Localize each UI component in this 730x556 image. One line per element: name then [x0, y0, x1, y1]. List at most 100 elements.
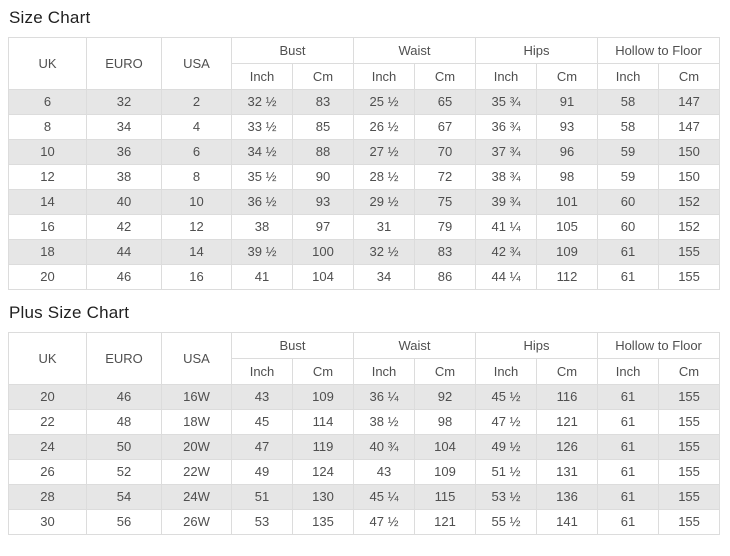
table-cell: 35 ½ — [231, 164, 293, 190]
table-cell: 130 — [291, 484, 355, 510]
table-cell: 83 — [291, 89, 355, 115]
table-cell: 29 ½ — [353, 189, 416, 215]
column-header: Hips — [475, 332, 599, 359]
unit-subheader: Inch — [231, 358, 293, 385]
table-cell: 45 ½ — [475, 384, 538, 410]
table-cell: 112 — [536, 264, 599, 290]
table-cell: 34 — [86, 114, 162, 140]
table-cell: 119 — [291, 434, 355, 460]
column-header: Hollow to Floor — [597, 37, 721, 64]
table-cell: 46 — [86, 384, 162, 410]
table-cell: 70 — [414, 139, 477, 165]
table-cell: 86 — [414, 264, 477, 290]
table-cell: 26W — [161, 509, 232, 535]
unit-subheader: Cm — [291, 358, 355, 385]
table-cell: 101 — [536, 189, 599, 215]
table-cell: 20 — [8, 264, 87, 290]
table-cell: 24W — [161, 484, 232, 510]
table-cell: 152 — [658, 189, 721, 215]
table-row: 28 54 24W 51 130 45 ¼ 115 53 ½ 136 61 155 — [8, 484, 721, 510]
table-cell: 97 — [291, 214, 355, 240]
table-cell: 155 — [658, 239, 721, 265]
table-cell: 50 — [86, 434, 162, 460]
table-cell: 109 — [536, 239, 599, 265]
table-cell: 14 — [8, 189, 87, 215]
table-cell: 43 — [353, 459, 416, 485]
table-row: 20 46 16 41 104 34 86 44 ¼ 112 61 155 — [8, 264, 721, 290]
table-cell: 131 — [536, 459, 599, 485]
table-cell: 22 — [8, 409, 87, 435]
table-cell: 104 — [291, 264, 355, 290]
table-cell: 152 — [658, 214, 721, 240]
table-cell: 38 ¾ — [475, 164, 538, 190]
table-cell: 18W — [161, 409, 232, 435]
table-cell: 25 ½ — [353, 89, 416, 115]
table-cell: 18 — [8, 239, 87, 265]
table-cell: 10 — [8, 139, 87, 165]
table-cell: 14 — [161, 239, 232, 265]
table-cell: 88 — [291, 139, 355, 165]
table-cell: 65 — [414, 89, 477, 115]
table-cell: 51 — [231, 484, 293, 510]
table-cell: 155 — [658, 459, 721, 485]
table-cell: 114 — [291, 409, 355, 435]
column-header: Waist — [353, 332, 477, 359]
table-cell: 105 — [536, 214, 599, 240]
table-cell: 61 — [597, 459, 660, 485]
table-cell: 61 — [597, 239, 660, 265]
column-header: USA — [161, 332, 232, 385]
table-cell: 44 ¼ — [475, 264, 538, 290]
table-cell: 124 — [291, 459, 355, 485]
table-cell: 24 — [8, 434, 87, 460]
table-cell: 38 — [231, 214, 293, 240]
table-cell: 67 — [414, 114, 477, 140]
table-cell: 33 ½ — [231, 114, 293, 140]
size-chart-body: 6 32 2 32 ½ 83 25 ½ 65 35 ¾ 91 58 147 8 34 4 33 ½ 85 26 … — [8, 89, 721, 290]
table-cell: 42 ¾ — [475, 239, 538, 265]
table-cell: 37 ¾ — [475, 139, 538, 165]
table-cell: 22W — [161, 459, 232, 485]
table-cell: 49 ½ — [475, 434, 538, 460]
table-cell: 32 ½ — [353, 239, 416, 265]
table-cell: 96 — [536, 139, 599, 165]
plus-size-chart-table: UK EURO USA Bust Waist Hips Hollow to Floor Inc… — [8, 332, 721, 535]
column-header: UK — [8, 332, 87, 385]
table-cell: 27 ½ — [353, 139, 416, 165]
table-cell: 30 — [8, 509, 87, 535]
table-cell: 126 — [536, 434, 599, 460]
table-cell: 6 — [8, 89, 87, 115]
table-row: 26 52 22W 49 124 43 109 51 ½ 131 61 155 — [8, 459, 721, 485]
table-cell: 98 — [536, 164, 599, 190]
column-header: Waist — [353, 37, 477, 64]
table-cell: 92 — [414, 384, 477, 410]
table-cell: 83 — [414, 239, 477, 265]
table-cell: 98 — [414, 409, 477, 435]
table-cell: 28 ½ — [353, 164, 416, 190]
table-cell: 109 — [414, 459, 477, 485]
table-cell: 79 — [414, 214, 477, 240]
table-cell: 45 — [231, 409, 293, 435]
table-cell: 32 ½ — [231, 89, 293, 115]
column-header: USA — [161, 37, 232, 90]
table-cell: 39 ¾ — [475, 189, 538, 215]
size-chart-table: UK EURO USA Bust Waist Hips Hollow to Floor Inc… — [8, 37, 721, 290]
table-cell: 75 — [414, 189, 477, 215]
table-row: 14 40 10 36 ½ 93 29 ½ 75 39 ¾ 101 60 152 — [8, 189, 721, 215]
table-cell: 10 — [161, 189, 232, 215]
table-cell: 49 — [231, 459, 293, 485]
column-header: EURO — [86, 37, 162, 90]
unit-subheader: Cm — [291, 63, 355, 90]
table-cell: 28 — [8, 484, 87, 510]
table-cell: 93 — [536, 114, 599, 140]
table-row: 6 32 2 32 ½ 83 25 ½ 65 35 ¾ 91 58 147 — [8, 89, 721, 115]
table-row: 10 36 6 34 ½ 88 27 ½ 70 37 ¾ 96 59 150 — [8, 139, 721, 165]
table-cell: 41 — [231, 264, 293, 290]
table-cell: 44 — [86, 239, 162, 265]
table-cell: 35 ¾ — [475, 89, 538, 115]
table-cell: 52 — [86, 459, 162, 485]
size-chart-header: UK EURO USA Bust Waist Hips Hollow to Floor Inc… — [8, 37, 721, 90]
table-cell: 34 — [353, 264, 416, 290]
table-cell: 141 — [536, 509, 599, 535]
table-cell: 155 — [658, 434, 721, 460]
unit-subheader: Inch — [353, 63, 416, 90]
